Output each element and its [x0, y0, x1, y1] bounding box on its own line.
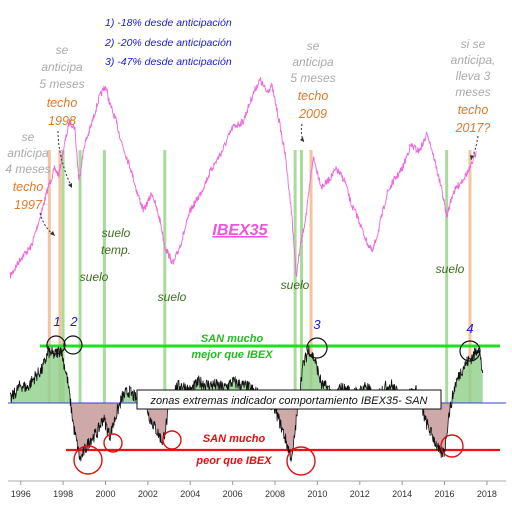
vertical-marker-9 [309, 150, 313, 403]
ann-2017-l5: techo [458, 103, 489, 117]
bottom-circle-4 [286, 446, 316, 476]
x-tick-label-2012: 2012 [350, 489, 370, 499]
suelo-label-3: suelo [281, 278, 310, 292]
ibex35-series-line [9, 77, 477, 279]
bottom-circle-1 [73, 445, 103, 475]
arrow-head-1998 [68, 183, 72, 188]
ann-1998-l1: se [56, 43, 69, 57]
ann-2017-l1: si se [461, 37, 486, 51]
x-tick-label-2018: 2018 [477, 489, 497, 499]
ann-1998-l3: 5 meses [39, 77, 84, 91]
x-tick-label-2002: 2002 [138, 489, 158, 499]
extreme-number-2: 2 [69, 314, 78, 329]
indicator-positive-fill [10, 345, 483, 403]
ann-2017-l4: meses [455, 85, 490, 99]
worse-label-l2: peor que IBEX [195, 455, 272, 467]
zone-label-text: zonas extremas indicador comportamiento … [150, 395, 428, 407]
better-label: SAN mucho mejor que IBEX [191, 333, 273, 361]
arrow-head-1997 [50, 231, 55, 236]
vertical-marker-7 [293, 150, 297, 403]
top-circle-3 [306, 337, 328, 359]
top-circle-2 [63, 335, 83, 355]
vertical-marker-1 [47, 150, 51, 403]
ann-2009-l1: se [307, 39, 320, 53]
worse-label-l1: SAN mucho [203, 433, 266, 445]
suelo-temp-label-l1: suelo [102, 226, 131, 240]
vertical-marker-6 [163, 150, 167, 403]
ann-2009-l2: anticipa [292, 55, 334, 69]
arrow-2017 [470, 135, 479, 161]
x-tick-label-2014: 2014 [392, 489, 412, 499]
zone-label-box [136, 389, 442, 410]
ann-1997-l1: se [22, 130, 35, 144]
ann-1997-l2: anticipa [7, 146, 49, 160]
ann-1998-l4: techo [47, 96, 78, 110]
x-tick-label-2016: 2016 [435, 489, 455, 499]
x-tick-label-2008: 2008 [265, 489, 285, 499]
note-1: 1) -18% desde anticipación [105, 17, 232, 29]
x-tick-label-2004: 2004 [180, 489, 200, 499]
better-label-l1: SAN mucho [201, 333, 264, 345]
vertical-marker-10 [445, 150, 449, 403]
vertical-marker-4 [78, 150, 82, 403]
ann-2017-l6: 2017? [455, 121, 491, 135]
extreme-numbers: 1 2 3 4 [53, 314, 473, 336]
ann-1998-l5: 1998 [48, 114, 76, 128]
suelo-label-1: suelo [80, 270, 109, 284]
better-label-l2: mejor que IBEX [191, 349, 273, 361]
annotation-techo-1997: se anticipa 4 meses techo 1997 [5, 130, 50, 212]
bottom-circle-3 [162, 430, 182, 450]
extreme-number-3: 3 [313, 317, 321, 332]
ann-1998-l2: anticipa [41, 60, 83, 74]
note-3: 3) -47% desde anticipación [105, 56, 232, 68]
extreme-circles [46, 335, 481, 476]
x-tick-label-1998: 1998 [53, 489, 73, 499]
ann-2009-l4: techo [298, 89, 329, 103]
top-circle-1 [46, 335, 66, 355]
bottom-circle-5 [440, 434, 464, 458]
extreme-number-4: 4 [466, 321, 473, 336]
arrow-head-2009 [300, 137, 304, 142]
ann-1997-l4: techo [13, 180, 44, 194]
extreme-number-1: 1 [53, 314, 60, 329]
suelo-label-4: suelo [436, 262, 465, 276]
bottom-circle-2 [103, 433, 123, 453]
arrow-head-2017 [470, 155, 474, 160]
vertical-marker-8 [300, 150, 304, 403]
vertical-marker-11 [468, 150, 472, 403]
ann-2009-l3: 5 meses [290, 71, 335, 85]
vertical-markers [47, 150, 472, 403]
top-circle-4 [459, 340, 481, 362]
annotation-techo-1998: se anticipa 5 meses techo 1998 [39, 43, 84, 128]
arrow-heads [50, 137, 474, 236]
note-2: 2) -20% desde anticipación [104, 37, 232, 49]
suelo-temp-label-l2: temp. [101, 243, 131, 257]
x-tick-label-2010: 2010 [307, 489, 327, 499]
vertical-marker-5 [102, 150, 106, 403]
suelo-label-2: suelo [158, 290, 187, 304]
x-axis-ticks: 1996 1998 2000 2002 2004 2006 2008 2010 2012 2014… [11, 481, 497, 499]
vertical-marker-3 [61, 150, 65, 403]
x-tick-label-2000: 2000 [95, 489, 115, 499]
ann-2017-l2: anticipa, [451, 53, 496, 67]
annotation-techo-2017: si se anticipa, lleva 3 meses techo 2017… [451, 37, 496, 135]
annotation-techo-2009: se anticipa 5 meses techo 2009 [290, 39, 335, 121]
ann-2017-l3: lleva 3 [456, 69, 491, 83]
vertical-marker-2 [58, 150, 62, 403]
suelo-labels: suelo suelo temp. suelo suelo suelo [80, 226, 465, 304]
x-tick-label-1996: 1996 [11, 489, 31, 499]
ann-2009-l5: 2009 [298, 107, 327, 121]
x-tick-label-2006: 2006 [223, 489, 243, 499]
worse-label: SAN mucho peor que IBEX [195, 433, 272, 467]
ann-1997-l3: 4 meses [5, 162, 50, 176]
ibex35-label: IBEX35 [212, 222, 268, 239]
ann-1997-l5: 1997 [14, 198, 43, 212]
arrow-1998 [57, 130, 73, 189]
